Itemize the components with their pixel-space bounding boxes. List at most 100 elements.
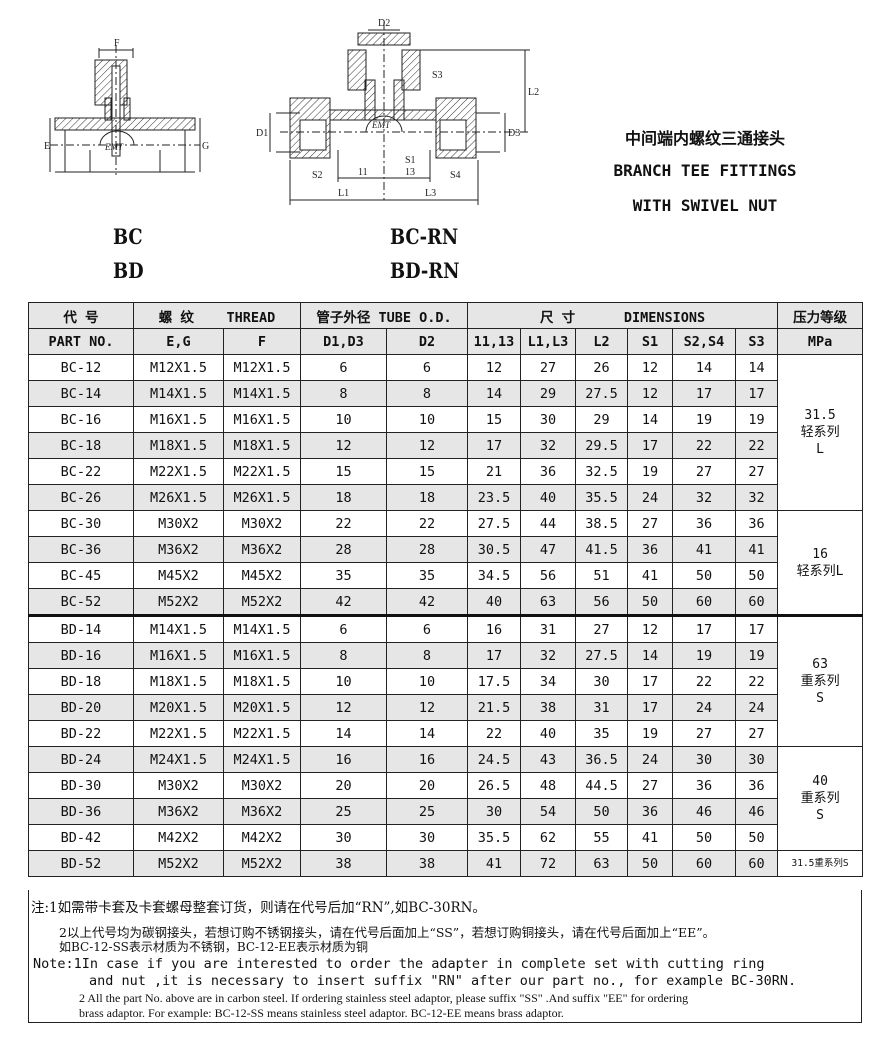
table-cell: M14X1.5 <box>223 380 301 407</box>
table-cell: 29 <box>520 380 576 407</box>
table-cell: 32 <box>520 432 576 459</box>
header-thread: 螺 纹 THREAD <box>133 302 301 329</box>
table-cell: M45X2 <box>223 562 301 589</box>
table-cell: 35.5 <box>467 824 521 851</box>
table-cell: BD-36 <box>28 798 134 825</box>
table-cell: M42X2 <box>133 824 224 851</box>
notes-box: 注:1如需带卡套及卡套螺母整套订货，则请在代号后加“RN”,如BC-30RN。 … <box>28 890 862 1023</box>
table-cell: 36 <box>672 772 736 799</box>
emt-logo: EMT <box>371 120 391 130</box>
table-row: BD-52 M52X2 M52X2 38 38 41 72 63 50 60 60 31.5重系列S <box>28 850 864 877</box>
pressure-line: S <box>816 691 824 706</box>
table-cell: 30 <box>672 746 736 773</box>
table-cell: 50 <box>672 562 736 589</box>
table-cell: 8 <box>300 642 387 669</box>
table-cell: 31 <box>575 694 628 721</box>
table-cell: 27.5 <box>467 510 521 537</box>
note-cn-2a: 2以上代号均为碳钢接头，若想订购不锈钢接头，请在代号后面加上“SS”，若想订购铜… <box>59 925 716 940</box>
table-cell: M16X1.5 <box>133 642 224 669</box>
table-cell: 17 <box>672 380 736 407</box>
table-cell: 41 <box>672 536 736 563</box>
table-cell: 30.5 <box>467 536 521 563</box>
table-cell: 36 <box>627 798 673 825</box>
table-cell: BD-20 <box>28 694 134 721</box>
table-cell: 10 <box>386 406 468 433</box>
table-cell: 19 <box>734 642 779 669</box>
table-cell: 27 <box>672 458 736 485</box>
table-cell: 14 <box>672 354 736 381</box>
table-cell: 6 <box>300 614 387 643</box>
table-cell: M52X2 <box>133 588 224 616</box>
table-cell: BD-24 <box>28 746 134 773</box>
table-cell: 16 <box>300 746 387 773</box>
table-row: BC-26 M26X1.5 M26X1.5 18 18 23.5 40 35.5 24 32 32 <box>28 484 863 511</box>
table-cell: 17 <box>627 668 673 695</box>
table-cell: 20 <box>386 772 468 799</box>
table-cell: 10 <box>386 668 468 695</box>
table-cell: BC-16 <box>28 406 134 433</box>
table-row: BC-14 M14X1.5 M14X1.5 8 8 14 29 27.5 12 17 17 <box>28 380 863 407</box>
table-row: BD-42 M42X2 M42X2 30 30 35.5 62 55 41 50 50 <box>28 824 863 851</box>
header-dimensions: 尺 寸 DIMENSIONS <box>466 302 779 329</box>
table-cell: 40 <box>520 720 576 747</box>
table-cell: 19 <box>734 406 779 433</box>
table-cell: 15 <box>467 406 521 433</box>
table-cell: 14 <box>734 354 779 381</box>
header-col-4: D2 <box>386 328 468 355</box>
table-cell: 24 <box>734 694 779 721</box>
table-cell: 36 <box>734 772 779 799</box>
table-cell: M18X1.5 <box>133 668 224 695</box>
label-l2: L2 <box>528 87 539 98</box>
table-cell: 38 <box>300 850 387 877</box>
table-row: BD-24 M24X1.5 M24X1.5 16 16 24.5 43 36.5 24 30 30 4… <box>28 746 864 851</box>
table-row: BD-36 M36X2 M36X2 25 25 30 54 50 36 46 46 <box>28 798 863 825</box>
table-cell: 23.5 <box>467 484 521 511</box>
header-col-8: S1 <box>627 328 673 355</box>
table-cell: 24.5 <box>467 746 521 773</box>
pressure-rating: 31.5 轻系列 L <box>777 354 864 511</box>
table-cell: 17 <box>672 614 736 643</box>
note-cn-1: 注:1如需带卡套及卡套螺母整套订货，则请在代号后加“RN”,如BC-30RN。 <box>31 900 486 916</box>
table-cell: M22X1.5 <box>223 458 301 485</box>
table-cell: 54 <box>520 798 576 825</box>
header-thread-en: THREAD <box>226 309 276 326</box>
table-cell: M14X1.5 <box>223 614 301 643</box>
table-cell: BC-18 <box>28 432 134 459</box>
table-cell: BD-16 <box>28 642 134 669</box>
label-s1: S1 <box>405 155 416 166</box>
label-l3: L3 <box>425 188 436 199</box>
table-cell: M36X2 <box>223 798 301 825</box>
table-cell: 27 <box>575 614 628 643</box>
table-cell: M18X1.5 <box>133 432 224 459</box>
table-cell: M20X1.5 <box>223 694 301 721</box>
table-cell: 16 <box>386 746 468 773</box>
note-cn-2b: 如BC-12-SS表示材质为不锈钢，BC-12-EE表示材质为铜 <box>59 940 368 954</box>
label-s3: S3 <box>432 70 443 81</box>
table-cell: M52X2 <box>223 588 301 616</box>
table-cell: 14 <box>300 720 387 747</box>
table-cell: BD-52 <box>28 850 134 877</box>
table-cell: 6 <box>386 614 468 643</box>
table-cell: M14X1.5 <box>133 614 224 643</box>
header-col-0: PART NO. <box>28 328 134 355</box>
label-d2: D2 <box>378 18 390 29</box>
table-cell: 12 <box>627 380 673 407</box>
table-cell: 29.5 <box>575 432 628 459</box>
pressure-line: 63 <box>812 657 828 672</box>
table-cell: 30 <box>386 824 468 851</box>
table-cell: M12X1.5 <box>133 354 224 381</box>
header-col-3: D1,D3 <box>300 328 387 355</box>
note-en-2b: brass adaptor. For example: BC-12-SS mea… <box>79 1006 564 1020</box>
table-cell: 21 <box>467 458 521 485</box>
table-cell: BC-30 <box>28 510 134 537</box>
table-cell: 34.5 <box>467 562 521 589</box>
table-cell: BD-22 <box>28 720 134 747</box>
table-cell: M36X2 <box>133 536 224 563</box>
table-cell: 34 <box>520 668 576 695</box>
table-cell: 17 <box>467 432 521 459</box>
table-cell: M36X2 <box>133 798 224 825</box>
table-row: BC-36 M36X2 M36X2 28 28 30.5 47 41.5 36 41 41 <box>28 536 863 563</box>
pressure-rating: 63 重系列 S <box>777 614 864 747</box>
table-cell: 50 <box>627 588 673 616</box>
